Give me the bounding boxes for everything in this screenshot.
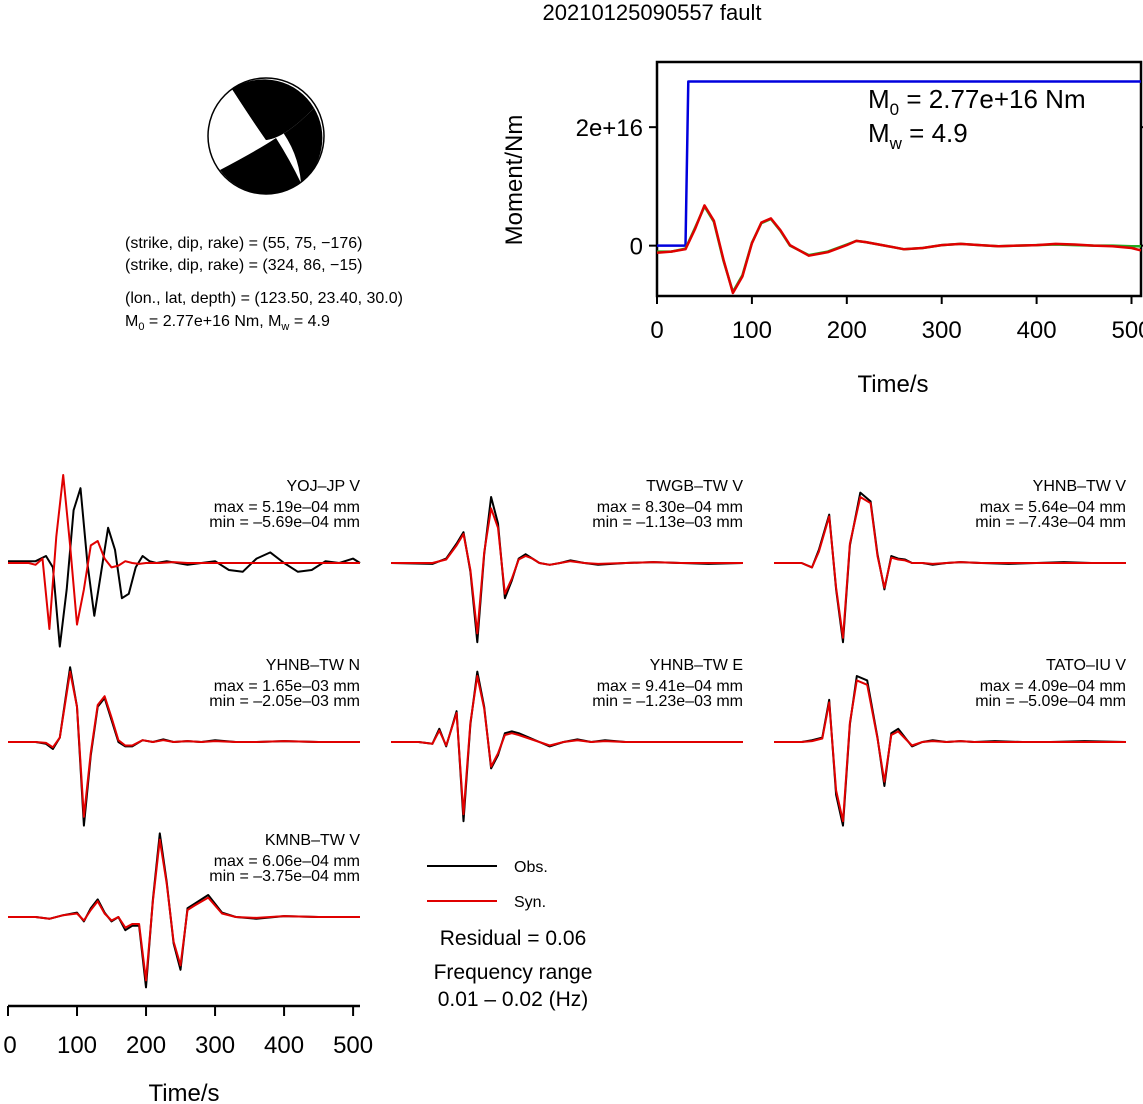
- moment-xlabel: Time/s: [857, 371, 928, 398]
- station-label: YHNB–TW N: [266, 657, 360, 674]
- moment-xtick-label-2: 200: [827, 317, 867, 344]
- moment-ytick-label-1: 2e+16: [576, 115, 643, 142]
- moment-ytick-label-0: 0: [630, 234, 643, 261]
- waveform-xlabel: Time/s: [148, 1080, 219, 1104]
- moment-xtick-label-5: 500: [1111, 317, 1143, 344]
- station-label: YHNB–TW V: [1033, 478, 1127, 495]
- synthetic-trace: [391, 675, 743, 816]
- waveform-xtick-label-3: 300: [195, 1032, 235, 1059]
- station-max: max = 4.09e–04 mm: [980, 678, 1126, 695]
- station-max: max = 9.41e–04 mm: [597, 678, 743, 695]
- station-min: min = –5.09e–04 mm: [975, 693, 1126, 710]
- waveform-xtick-label-2: 200: [126, 1032, 166, 1059]
- synthetic-trace: [391, 507, 743, 635]
- frequency-range-value: 0.01 – 0.02 (Hz): [438, 988, 589, 1011]
- station-min: min = –3.75e–04 mm: [209, 868, 360, 885]
- legend-syn-label: Syn.: [514, 894, 546, 911]
- focal-mw-value: 4.9: [308, 313, 330, 330]
- station-label: YOJ–JP V: [286, 478, 360, 495]
- station-min: min = –1.23e–03 mm: [592, 693, 743, 710]
- moment-series-0: [657, 80, 1141, 247]
- station-min: min = –5.69e–04 mm: [209, 514, 360, 531]
- moment-plot: 010020030040050002e+16 M0 = 2.77e+16 Nm …: [501, 60, 1143, 398]
- station-label: YHNB–TW E: [650, 657, 743, 674]
- station-max: max = 8.30e–04 mm: [597, 499, 743, 516]
- moment-xtick-label-3: 300: [922, 317, 962, 344]
- station-max: max = 5.64e–04 mm: [980, 499, 1126, 516]
- station-min: min = –1.13e–03 mm: [592, 514, 743, 531]
- station-max: max = 1.65e–03 mm: [214, 678, 360, 695]
- synthetic-trace: [8, 474, 360, 630]
- waveform-xtick-label-0: 0: [3, 1032, 16, 1059]
- synthetic-trace: [8, 838, 360, 982]
- waveform-xtick-label-5: 500: [333, 1032, 373, 1059]
- frequency-range-label: Frequency range: [434, 961, 593, 984]
- waveform-xtick-label-1: 100: [57, 1032, 97, 1059]
- moment-xtick-label-4: 400: [1017, 317, 1057, 344]
- focal-location-text: (lon., lat, depth) = (123.50, 23.40, 30.…: [125, 290, 403, 307]
- station-min: min = –2.05e–03 mm: [209, 693, 360, 710]
- station-max: max = 6.06e–04 mm: [214, 853, 360, 870]
- station-max: max = 5.19e–04 mm: [214, 499, 360, 516]
- synthetic-trace: [8, 670, 360, 818]
- moment-annotation-mw: Mw = 4.9: [868, 118, 968, 153]
- observed-trace: [8, 487, 361, 648]
- moment-ylabel: Moment/Nm: [501, 115, 528, 246]
- synthetic-trace: [774, 679, 1126, 823]
- residual-text: Residual = 0.06: [440, 927, 587, 950]
- moment-annotation-m0: M0 = 2.77e+16 Nm: [868, 84, 1086, 119]
- focal-plane1-text: (strike, dip, rake) = (55, 75, −176): [125, 235, 362, 252]
- legend: Obs. Syn. Residual = 0.06 Frequency rang…: [427, 859, 592, 1011]
- station-label: TWGB–TW V: [646, 478, 743, 495]
- figure-title: 20210125090557 fault: [543, 0, 762, 25]
- waveform-xtick-label-4: 400: [264, 1032, 304, 1059]
- focal-plane2-text: (strike, dip, rake) = (324, 86, −15): [125, 257, 362, 274]
- beachball-icon: [207, 77, 325, 195]
- station-label: KMNB–TW V: [265, 832, 360, 849]
- moment-series-2: [656, 204, 1142, 295]
- focal-m0-value: 2.77e+16 Nm: [163, 313, 260, 330]
- synthetic-trace: [774, 496, 1126, 639]
- waveform-time-axis: Time/s 0 100 200 300 400 500: [3, 1004, 373, 1104]
- moment-plot-frame: [655, 60, 1143, 298]
- legend-obs-label: Obs.: [514, 859, 548, 876]
- station-min: min = –7.43e–04 mm: [975, 514, 1126, 531]
- moment-xtick-label-1: 100: [732, 317, 772, 344]
- station-label: TATO–IU V: [1046, 657, 1126, 674]
- focal-moment-text: M0 = 2.77e+16 Nm, Mw = 4.9: [125, 313, 330, 333]
- moment-xtick-label-0: 0: [650, 317, 663, 344]
